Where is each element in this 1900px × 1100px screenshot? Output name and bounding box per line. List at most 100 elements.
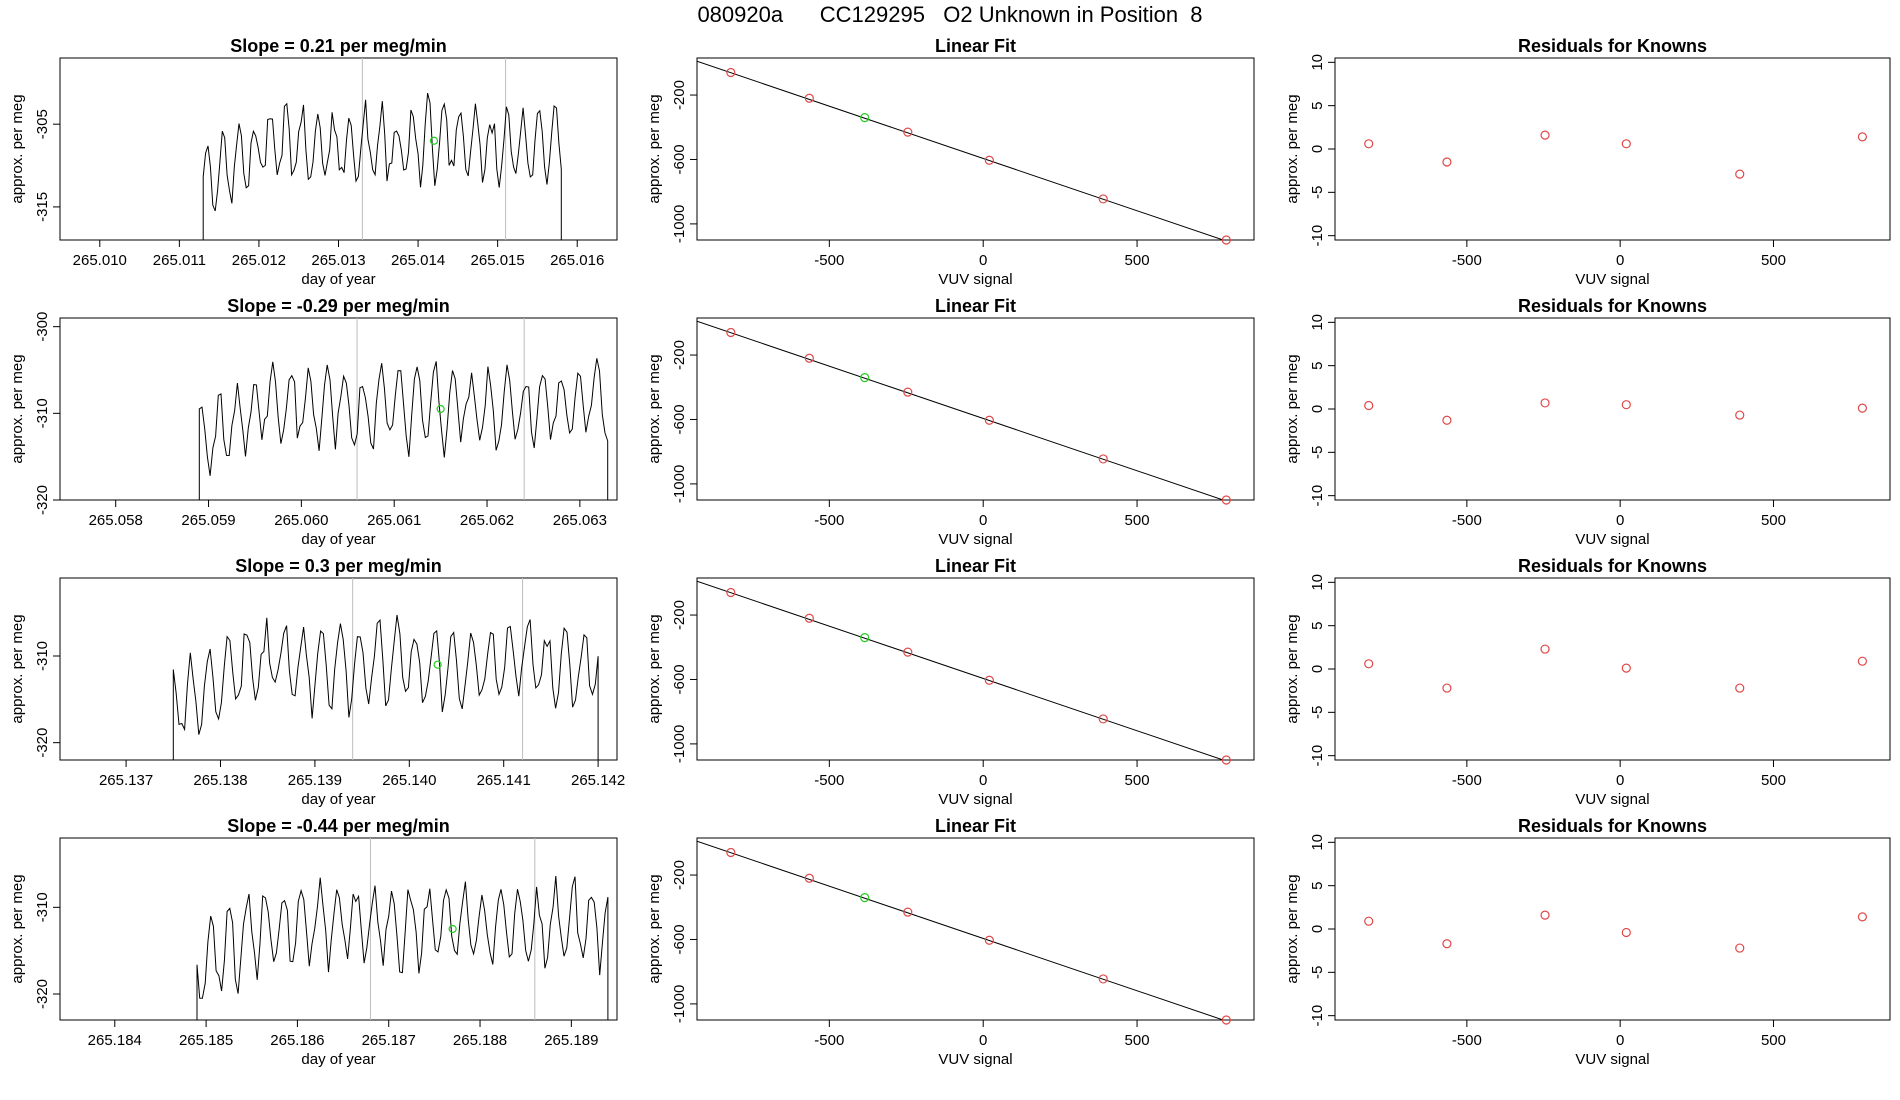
x-axis-label: VUV signal <box>1575 531 1649 548</box>
fit-line <box>697 840 1225 1020</box>
unknown-point <box>429 136 439 145</box>
x-tick-label: 265.141 <box>477 772 531 789</box>
x-tick-label: 0 <box>979 772 987 789</box>
y-tick-label: -315 <box>34 192 51 222</box>
y-axis-label: approx. per meg <box>646 874 663 983</box>
x-axis-label: VUV signal <box>938 1051 1012 1068</box>
unknown-point <box>436 404 445 414</box>
data-point <box>804 353 814 363</box>
y-tick-label: -5 <box>1309 186 1326 199</box>
x-tick-label: 0 <box>1616 512 1624 529</box>
data-point <box>1735 943 1745 953</box>
x-tick-label: 265.138 <box>193 772 247 789</box>
y-tick-label: 5 <box>1309 361 1326 369</box>
y-axis-label: approx. per meg <box>1284 94 1301 203</box>
y-tick-label: -200 <box>671 340 688 370</box>
x-axis-label: day of year <box>301 531 375 548</box>
data-point <box>1442 939 1452 949</box>
plot-frame <box>696 577 1255 761</box>
y-axis-label: approx. per meg <box>1284 354 1301 463</box>
x-axis-label: day of year <box>301 791 375 808</box>
x-tick-label: 265.186 <box>270 1032 324 1049</box>
unknown-point <box>860 372 870 383</box>
y-tick-label: -305 <box>34 109 51 139</box>
y-tick-label: -310 <box>34 398 51 428</box>
y-tick-label: -320 <box>34 979 51 1009</box>
plot-title: Slope = 0.3 per meg/min <box>235 556 442 576</box>
y-tick-label: -5 <box>1309 706 1326 719</box>
y-axis-label: approx. per meg <box>646 354 663 463</box>
x-tick-label: 265.012 <box>232 252 286 269</box>
plot-title: Slope = 0.21 per meg/min <box>230 36 447 56</box>
data-point <box>1098 454 1108 464</box>
plot-frame <box>696 317 1255 501</box>
data-point <box>1540 644 1550 654</box>
x-tick-label: 265.059 <box>181 512 235 529</box>
y-axis-label: approx. per meg <box>9 94 26 203</box>
data-point <box>1098 974 1108 984</box>
x-tick-label: -500 <box>1452 1032 1482 1049</box>
x-tick-label: -500 <box>814 772 844 789</box>
data-point <box>804 93 814 103</box>
x-tick-label: 500 <box>1761 252 1786 269</box>
data-point <box>903 647 913 657</box>
x-axis-label: VUV signal <box>938 271 1012 288</box>
x-tick-label: 265.058 <box>89 512 143 529</box>
x-tick-label: 265.185 <box>179 1032 233 1049</box>
data-point <box>1221 235 1231 245</box>
x-tick-label: 0 <box>1616 252 1624 269</box>
unknown-point <box>860 892 870 903</box>
plot-title: Slope = -0.44 per meg/min <box>227 816 450 836</box>
data-point <box>1621 927 1631 938</box>
x-tick-label: -500 <box>1452 252 1482 269</box>
signal-trace <box>172 614 599 760</box>
y-tick-label: -10 <box>1309 1005 1326 1027</box>
x-axis-label: VUV signal <box>938 531 1012 548</box>
fit-line <box>697 60 1225 240</box>
y-tick-label: -10 <box>1309 745 1326 767</box>
y-tick-label: 5 <box>1309 881 1326 889</box>
plot-frame <box>696 57 1255 241</box>
fit-line <box>697 320 1225 500</box>
data-point <box>1364 139 1374 149</box>
data-point <box>1442 157 1452 167</box>
data-point <box>726 587 736 598</box>
data-point <box>1364 400 1374 411</box>
data-point <box>984 155 994 165</box>
x-tick-label: 265.142 <box>571 772 625 789</box>
plot-title: Linear Fit <box>935 816 1016 836</box>
x-axis-label: day of year <box>301 1051 375 1068</box>
y-axis-label: approx. per meg <box>9 614 26 723</box>
data-point <box>1442 415 1452 425</box>
x-tick-label: 500 <box>1761 1032 1786 1049</box>
y-tick-label: 0 <box>1309 145 1326 153</box>
y-tick-label: -600 <box>671 924 688 954</box>
y-tick-label: -600 <box>671 664 688 694</box>
data-point <box>903 127 913 137</box>
y-axis-label: approx. per meg <box>646 94 663 203</box>
x-axis-label: VUV signal <box>1575 271 1649 288</box>
data-point <box>1221 1015 1231 1025</box>
data-point <box>984 935 994 945</box>
x-tick-label: 265.139 <box>288 772 342 789</box>
x-tick-label: 265.184 <box>88 1032 142 1049</box>
data-point <box>1098 194 1108 204</box>
data-point <box>1364 916 1374 926</box>
data-point <box>1540 910 1550 920</box>
y-axis-label: approx. per meg <box>1284 874 1301 983</box>
unknown-point <box>860 112 870 123</box>
y-tick-label: -600 <box>671 404 688 434</box>
y-tick-label: -310 <box>34 641 51 671</box>
x-tick-label: 265.013 <box>311 252 365 269</box>
figure-title: 080920a CC129295 O2 Unknown in Position … <box>697 2 1203 27</box>
y-tick-label: -5 <box>1309 446 1326 459</box>
data-point <box>1540 130 1550 140</box>
x-tick-label: -500 <box>814 512 844 529</box>
x-tick-label: 500 <box>1761 772 1786 789</box>
signal-trace <box>198 358 609 500</box>
y-tick-label: -1000 <box>671 725 688 763</box>
plot-frame <box>1334 57 1891 241</box>
plot-frame <box>1334 317 1891 501</box>
fit-line <box>697 580 1225 760</box>
